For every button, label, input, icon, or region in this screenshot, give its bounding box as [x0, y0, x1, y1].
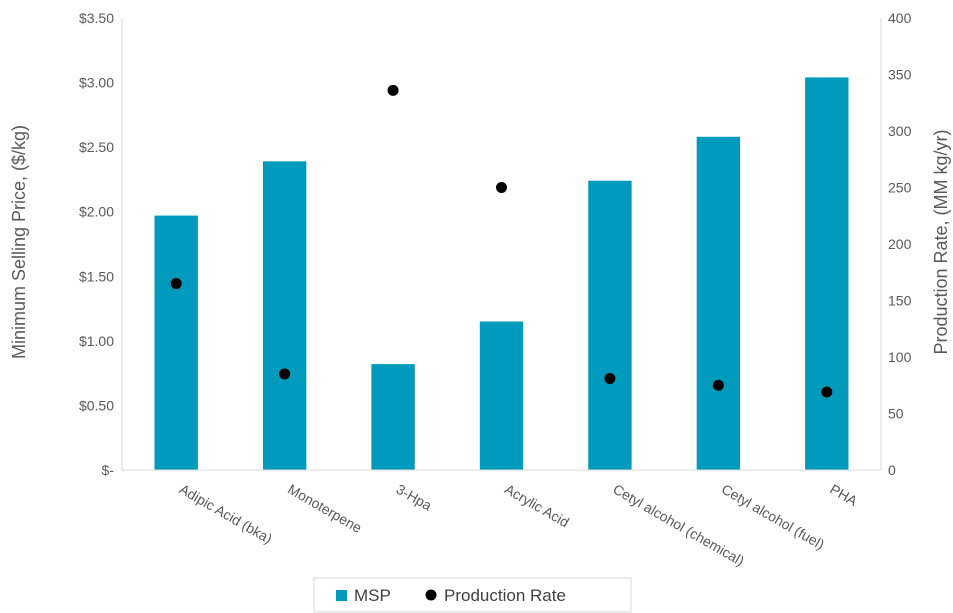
category-label: Monoterpene — [285, 481, 365, 536]
production-rate-point — [604, 372, 616, 384]
left-axis: $- $0.50 $1.00 $1.50 $2.00 $2.50 $3.00 $3.50 — [79, 10, 123, 478]
msp-bar — [371, 364, 415, 470]
msp-bar — [154, 215, 198, 470]
right-tick-label: 250 — [888, 180, 912, 196]
left-tick-label: $2.50 — [79, 139, 114, 155]
production-rate-point — [712, 379, 724, 391]
left-tick-label: $1.00 — [79, 333, 114, 349]
category-label: Acrylic Acid — [502, 481, 572, 531]
production-rate-point — [387, 84, 399, 96]
category-label: Adipic Acid (bka) — [177, 481, 275, 547]
left-axis-title: Minimum Selling Price, ($/kg) — [9, 125, 29, 359]
right-tick-label: 400 — [888, 10, 912, 26]
legend: MSP Production Rate — [313, 577, 632, 613]
legend-frame — [313, 577, 632, 613]
right-tick-label: 200 — [888, 236, 912, 252]
right-tick-label: 150 — [888, 293, 912, 309]
msp-bar — [479, 321, 524, 470]
legend-msp-swatch — [336, 590, 347, 601]
left-tick-label: $- — [102, 462, 115, 478]
left-tick-label: $2.00 — [79, 204, 114, 220]
legend-production-rate-label: Production Rate — [444, 586, 566, 605]
category-label: Cetyl alcohol (fuel) — [719, 481, 827, 553]
right-tick-label: 50 — [888, 406, 904, 422]
msp-bar — [805, 77, 849, 471]
right-tick-label: 0 — [888, 462, 896, 478]
right-axis: 0 50 100 150 200 250 300 350 400 — [880, 10, 912, 478]
right-axis-title: Production Rate, (MM kg/yr) — [931, 129, 951, 354]
msp-bar — [588, 180, 632, 470]
right-tick-label: 100 — [888, 349, 912, 365]
production-rate-point — [279, 368, 291, 380]
right-tick-label: 300 — [888, 123, 912, 139]
production-rate-point — [170, 278, 182, 290]
category-label: 3-Hpa — [394, 481, 435, 514]
left-tick-label: $0.50 — [79, 397, 114, 413]
msp-bar — [696, 136, 741, 470]
category-label: PHA — [827, 481, 861, 510]
legend-msp-label: MSP — [354, 586, 391, 605]
left-tick-label: $3.50 — [79, 10, 114, 26]
production-rate-point — [496, 182, 507, 193]
category-axis: Adipic Acid (bka) Monoterpene 3-Hpa Acrylic… — [122, 469, 881, 569]
left-tick-label: $3.00 — [79, 75, 114, 91]
right-tick-label: 350 — [888, 67, 912, 83]
production-rate-point — [821, 386, 833, 398]
msp-bar — [262, 161, 307, 470]
plot-area — [154, 77, 849, 471]
left-tick-label: $1.50 — [79, 268, 114, 284]
legend-production-rate-marker — [425, 589, 437, 601]
